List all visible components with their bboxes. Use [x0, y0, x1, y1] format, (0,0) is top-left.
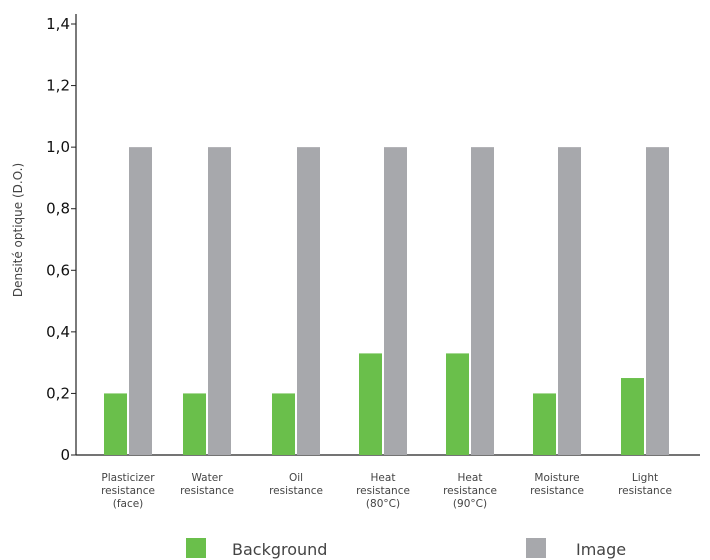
y-tick-label: 0,2	[46, 384, 70, 402]
y-tick-labels: 0 0,2 0,4 0,6 0,8 1,0 1,2 1,4	[46, 15, 76, 464]
y-tick-label: 0,8	[46, 200, 70, 218]
bar-image-5	[471, 147, 494, 455]
y-tick-label: 1,0	[46, 138, 70, 156]
y-tick-label: 0	[60, 446, 70, 464]
legend-label-background: Background	[232, 540, 327, 559]
legend-swatch-image	[526, 538, 546, 558]
category-label: Light resistance	[618, 472, 672, 497]
bars	[104, 147, 669, 455]
bar-background-1	[104, 393, 127, 455]
category-label: Oil resistance	[269, 472, 323, 497]
bar-background-2	[183, 393, 206, 455]
bar-image-4	[384, 147, 407, 455]
bar-background-6	[533, 393, 556, 455]
category-label: Heat resistance (90°C)	[443, 472, 497, 510]
bar-background-3	[272, 393, 295, 455]
bar-image-2	[208, 147, 231, 455]
bar-image-6	[558, 147, 581, 455]
y-tick-label: 1,2	[46, 77, 70, 95]
bar-image-3	[297, 147, 320, 455]
y-tick-label: 0,6	[46, 261, 70, 279]
bar-background-5	[446, 353, 469, 455]
category-label: Heat resistance (80°C)	[356, 472, 410, 510]
bar-background-7	[621, 378, 644, 455]
y-tick-label: 1,4	[46, 15, 70, 33]
bar-image-1	[129, 147, 152, 455]
y-tick-label: 0,4	[46, 323, 70, 341]
category-label: Water resistance	[180, 472, 234, 497]
legend: Background Image	[186, 538, 626, 559]
legend-label-image: Image	[576, 540, 626, 559]
category-label: Moisture resistance	[530, 472, 584, 497]
y-axis-label: Densité optique (D.O.)	[11, 163, 25, 297]
legend-swatch-background	[186, 538, 206, 558]
bar-image-7	[646, 147, 669, 455]
category-labels: Plasticizer resistance (face) Water resistan…	[101, 472, 672, 510]
category-label: Plasticizer resistance (face)	[101, 472, 155, 510]
bar-background-4	[359, 353, 382, 455]
